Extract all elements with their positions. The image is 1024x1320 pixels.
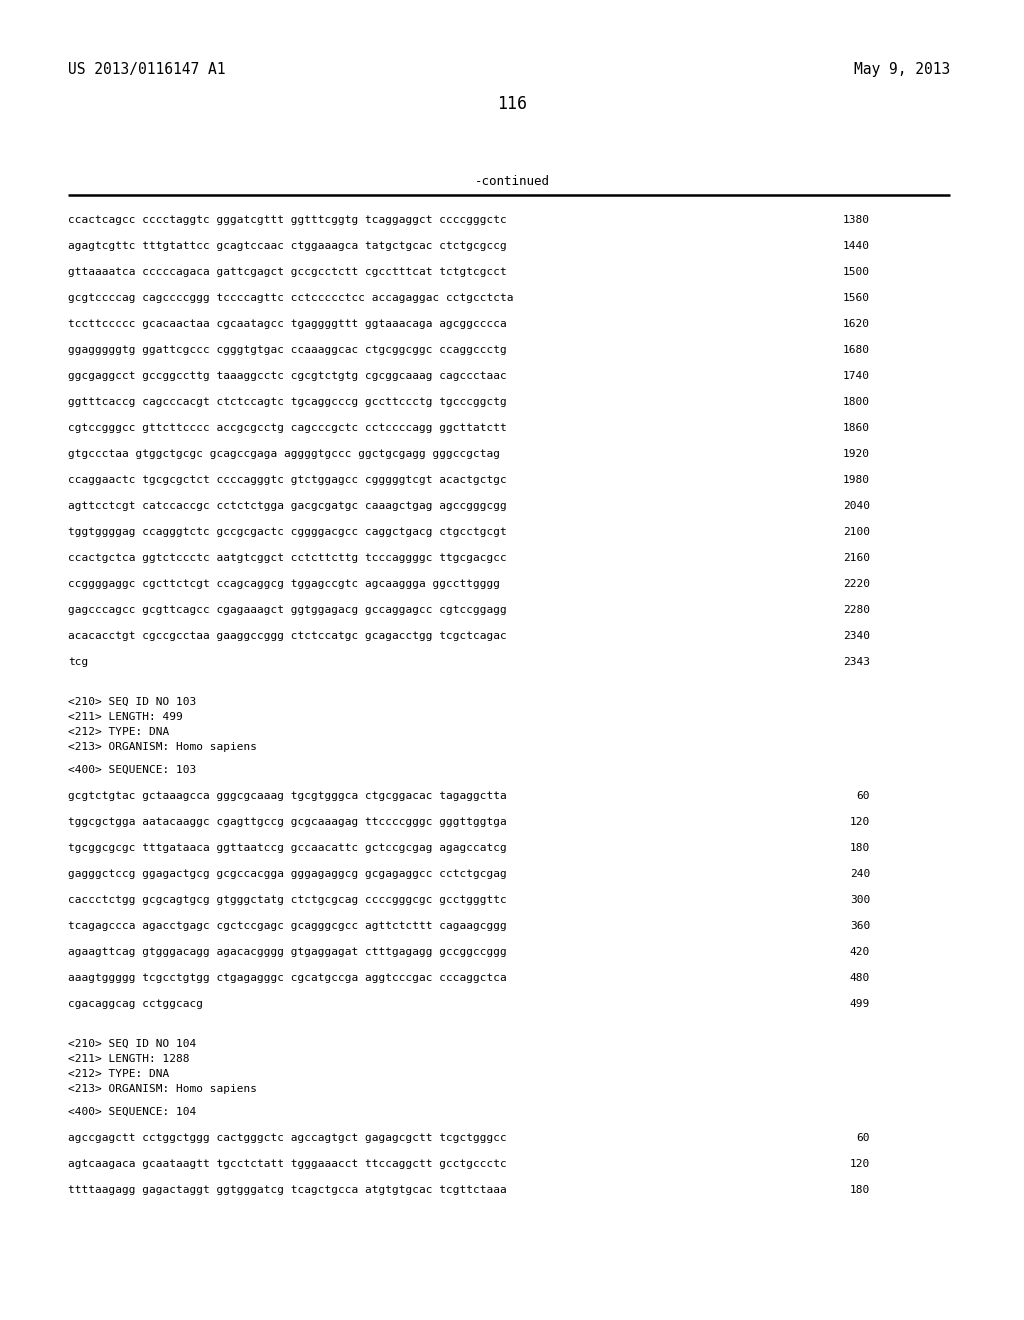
Text: agaagttcag gtgggacagg agacacgggg gtgaggagat ctttgagagg gccggccggg: agaagttcag gtgggacagg agacacgggg gtgagga… xyxy=(68,946,507,957)
Text: cgtccgggcc gttcttcccc accgcgcctg cagcccgctc cctccccagg ggcttatctt: cgtccgggcc gttcttcccc accgcgcctg cagcccg… xyxy=(68,422,507,433)
Text: 120: 120 xyxy=(850,1159,870,1170)
Text: <400> SEQUENCE: 103: <400> SEQUENCE: 103 xyxy=(68,766,197,775)
Text: 120: 120 xyxy=(850,817,870,828)
Text: <212> TYPE: DNA: <212> TYPE: DNA xyxy=(68,1069,169,1078)
Text: 60: 60 xyxy=(856,1133,870,1143)
Text: agccgagctt cctggctggg cactgggctc agccagtgct gagagcgctt tcgctgggcc: agccgagctt cctggctggg cactgggctc agccagt… xyxy=(68,1133,507,1143)
Text: US 2013/0116147 A1: US 2013/0116147 A1 xyxy=(68,62,225,77)
Text: <213> ORGANISM: Homo sapiens: <213> ORGANISM: Homo sapiens xyxy=(68,1084,257,1094)
Text: tggcgctgga aatacaaggc cgagttgccg gcgcaaagag ttccccgggc gggttggtga: tggcgctgga aatacaaggc cgagttgccg gcgcaaa… xyxy=(68,817,507,828)
Text: 1740: 1740 xyxy=(843,371,870,381)
Text: gcgtctgtac gctaaagcca gggcgcaaag tgcgtgggca ctgcggacac tagaggctta: gcgtctgtac gctaaagcca gggcgcaaag tgcgtgg… xyxy=(68,791,507,801)
Text: acacacctgt cgccgcctaa gaaggccggg ctctccatgc gcagacctgg tcgctcagac: acacacctgt cgccgcctaa gaaggccggg ctctcca… xyxy=(68,631,507,642)
Text: cgacaggcag cctggcacg: cgacaggcag cctggcacg xyxy=(68,999,203,1008)
Text: ccactgctca ggtctccctc aatgtcggct cctcttcttg tcccaggggc ttgcgacgcc: ccactgctca ggtctccctc aatgtcggct cctcttc… xyxy=(68,553,507,564)
Text: 499: 499 xyxy=(850,999,870,1008)
Text: 1380: 1380 xyxy=(843,215,870,224)
Text: 1800: 1800 xyxy=(843,397,870,407)
Text: ggcgaggcct gccggccttg taaaggcctc cgcgtctgtg cgcggcaaag cagccctaac: ggcgaggcct gccggccttg taaaggcctc cgcgtct… xyxy=(68,371,507,381)
Text: 1500: 1500 xyxy=(843,267,870,277)
Text: tcg: tcg xyxy=(68,657,88,667)
Text: ccaggaactc tgcgcgctct ccccagggtc gtctggagcc cgggggtcgt acactgctgc: ccaggaactc tgcgcgctct ccccagggtc gtctgga… xyxy=(68,475,507,484)
Text: tccttccccc gcacaactaa cgcaatagcc tgaggggttt ggtaaacaga agcggcccca: tccttccccc gcacaactaa cgcaatagcc tgagggg… xyxy=(68,319,507,329)
Text: 2160: 2160 xyxy=(843,553,870,564)
Text: 360: 360 xyxy=(850,921,870,931)
Text: 2280: 2280 xyxy=(843,605,870,615)
Text: tcagagccca agacctgagc cgctccgagc gcagggcgcc agttctcttt cagaagcggg: tcagagccca agacctgagc cgctccgagc gcagggc… xyxy=(68,921,507,931)
Text: 300: 300 xyxy=(850,895,870,906)
Text: agtcaagaca gcaataagtt tgcctctatt tgggaaacct ttccaggctt gcctgccctc: agtcaagaca gcaataagtt tgcctctatt tgggaaa… xyxy=(68,1159,507,1170)
Text: <210> SEQ ID NO 103: <210> SEQ ID NO 103 xyxy=(68,697,197,708)
Text: 1920: 1920 xyxy=(843,449,870,459)
Text: <211> LENGTH: 499: <211> LENGTH: 499 xyxy=(68,711,182,722)
Text: gtgccctaa gtggctgcgc gcagccgaga aggggtgccc ggctgcgagg gggccgctag: gtgccctaa gtggctgcgc gcagccgaga aggggtgc… xyxy=(68,449,500,459)
Text: <212> TYPE: DNA: <212> TYPE: DNA xyxy=(68,727,169,737)
Text: 180: 180 xyxy=(850,843,870,853)
Text: -continued: -continued xyxy=(474,176,550,187)
Text: gagggctccg ggagactgcg gcgccacgga gggagaggcg gcgagaggcc cctctgcgag: gagggctccg ggagactgcg gcgccacgga gggagag… xyxy=(68,869,507,879)
Text: caccctctgg gcgcagtgcg gtgggctatg ctctgcgcag ccccgggcgc gcctgggttc: caccctctgg gcgcagtgcg gtgggctatg ctctgcg… xyxy=(68,895,507,906)
Text: 240: 240 xyxy=(850,869,870,879)
Text: May 9, 2013: May 9, 2013 xyxy=(854,62,950,77)
Text: 1560: 1560 xyxy=(843,293,870,304)
Text: ggagggggtg ggattcgccc cgggtgtgac ccaaaggcac ctgcggcggc ccaggccctg: ggagggggtg ggattcgccc cgggtgtgac ccaaagg… xyxy=(68,345,507,355)
Text: gagcccagcc gcgttcagcc cgagaaagct ggtggagacg gccaggagcc cgtccggagg: gagcccagcc gcgttcagcc cgagaaagct ggtggag… xyxy=(68,605,507,615)
Text: tgcggcgcgc tttgataaca ggttaatccg gccaacattc gctccgcgag agagccatcg: tgcggcgcgc tttgataaca ggttaatccg gccaaca… xyxy=(68,843,507,853)
Text: ccggggaggc cgcttctcgt ccagcaggcg tggagccgtc agcaaggga ggccttgggg: ccggggaggc cgcttctcgt ccagcaggcg tggagcc… xyxy=(68,579,500,589)
Text: 1620: 1620 xyxy=(843,319,870,329)
Text: 1440: 1440 xyxy=(843,242,870,251)
Text: 1980: 1980 xyxy=(843,475,870,484)
Text: gcgtccccag cagccccggg tccccagttc cctccccctcc accagaggac cctgcctcta: gcgtccccag cagccccggg tccccagttc cctcccc… xyxy=(68,293,513,304)
Text: 180: 180 xyxy=(850,1185,870,1195)
Text: 60: 60 xyxy=(856,791,870,801)
Text: gttaaaatca cccccagaca gattcgagct gccgcctctt cgcctttcat tctgtcgcct: gttaaaatca cccccagaca gattcgagct gccgcct… xyxy=(68,267,507,277)
Text: 2100: 2100 xyxy=(843,527,870,537)
Text: 2220: 2220 xyxy=(843,579,870,589)
Text: tggtggggag ccagggtctc gccgcgactc cggggacgcc caggctgacg ctgcctgcgt: tggtggggag ccagggtctc gccgcgactc cggggac… xyxy=(68,527,507,537)
Text: ggtttcaccg cagcccacgt ctctccagtc tgcaggcccg gccttccctg tgcccggctg: ggtttcaccg cagcccacgt ctctccagtc tgcaggc… xyxy=(68,397,507,407)
Text: 480: 480 xyxy=(850,973,870,983)
Text: agttcctcgt catccaccgc cctctctgga gacgcgatgc caaagctgag agccgggcgg: agttcctcgt catccaccgc cctctctgga gacgcga… xyxy=(68,502,507,511)
Text: <213> ORGANISM: Homo sapiens: <213> ORGANISM: Homo sapiens xyxy=(68,742,257,752)
Text: aaagtggggg tcgcctgtgg ctgagagggc cgcatgccga aggtcccgac cccaggctca: aaagtggggg tcgcctgtgg ctgagagggc cgcatgc… xyxy=(68,973,507,983)
Text: <400> SEQUENCE: 104: <400> SEQUENCE: 104 xyxy=(68,1107,197,1117)
Text: agagtcgttc tttgtattcc gcagtccaac ctggaaagca tatgctgcac ctctgcgccg: agagtcgttc tttgtattcc gcagtccaac ctggaaa… xyxy=(68,242,507,251)
Text: <210> SEQ ID NO 104: <210> SEQ ID NO 104 xyxy=(68,1039,197,1049)
Text: 1680: 1680 xyxy=(843,345,870,355)
Text: <211> LENGTH: 1288: <211> LENGTH: 1288 xyxy=(68,1053,189,1064)
Text: 116: 116 xyxy=(497,95,527,114)
Text: ccactcagcc cccctaggtc gggatcgttt ggtttcggtg tcaggaggct ccccgggctc: ccactcagcc cccctaggtc gggatcgttt ggtttcg… xyxy=(68,215,507,224)
Text: 2040: 2040 xyxy=(843,502,870,511)
Text: 2340: 2340 xyxy=(843,631,870,642)
Text: 420: 420 xyxy=(850,946,870,957)
Text: ttttaagagg gagactaggt ggtgggatcg tcagctgcca atgtgtgcac tcgttctaaa: ttttaagagg gagactaggt ggtgggatcg tcagctg… xyxy=(68,1185,507,1195)
Text: 1860: 1860 xyxy=(843,422,870,433)
Text: 2343: 2343 xyxy=(843,657,870,667)
